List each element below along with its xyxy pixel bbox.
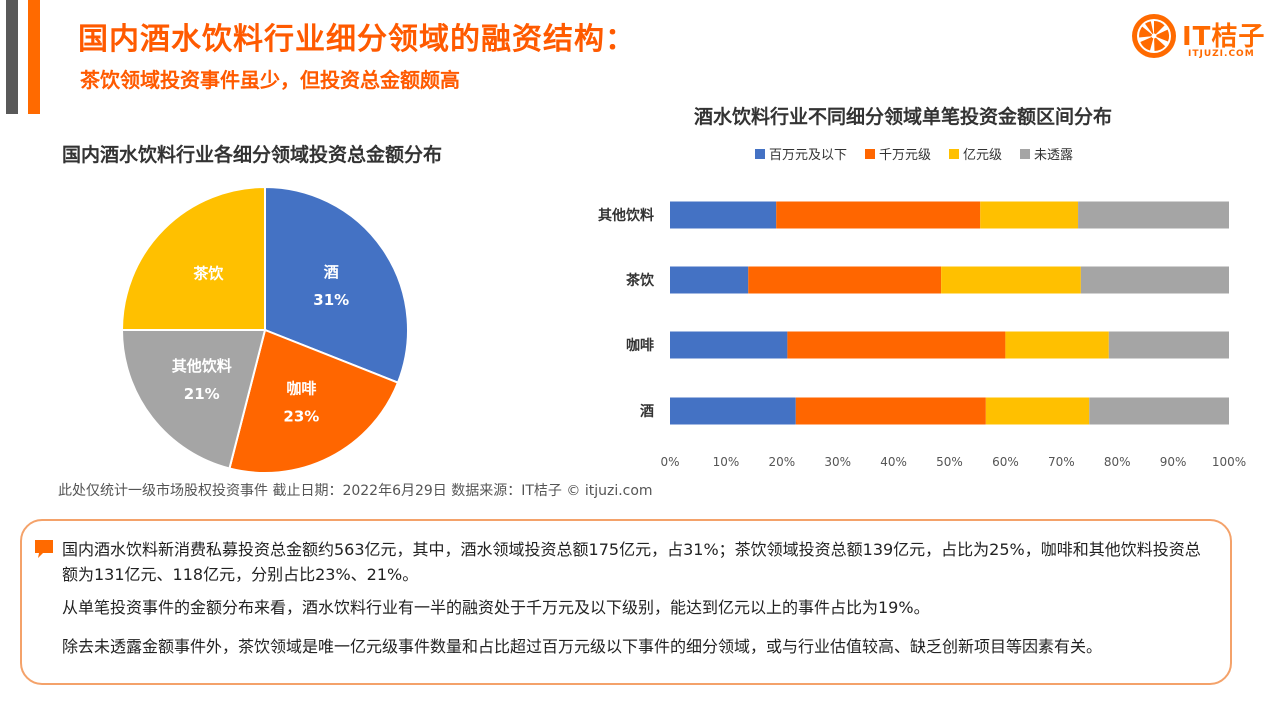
bar-segment bbox=[980, 201, 1079, 229]
page-title: 国内酒水饮料行业细分领域的融资结构： bbox=[78, 22, 636, 57]
legend-label: 未透露 bbox=[1034, 148, 1073, 163]
legend-swatch bbox=[865, 149, 875, 159]
pie-slice-value: 31% bbox=[313, 291, 349, 309]
x-tick-label: 30% bbox=[824, 455, 851, 469]
x-tick-label: 90% bbox=[1160, 455, 1187, 469]
x-tick-label: 50% bbox=[936, 455, 963, 469]
pie-chart-title: 国内酒水饮料行业各细分领域投资总金额分布 bbox=[62, 144, 443, 166]
pie-slice-label: 咖啡 bbox=[286, 379, 316, 397]
brand-logo: IT桔子 ITJUZI.COM bbox=[1130, 12, 1270, 64]
footnote: 此处仅统计一级市场股权投资事件 截止日期：2022年6月29日 数据来源：IT桔… bbox=[58, 483, 653, 499]
x-tick-label: 10% bbox=[713, 455, 740, 469]
pie-slice bbox=[120, 185, 266, 331]
summary-paragraph-2: 从单笔投资事件的金额分布来看，酒水饮料行业有一半的融资处于千万元及以下级别，能达… bbox=[62, 598, 930, 617]
bar-segment bbox=[776, 201, 981, 229]
x-tick-label: 20% bbox=[768, 455, 795, 469]
pie-slice-value: 23% bbox=[283, 407, 319, 425]
x-tick-label: 0% bbox=[660, 455, 679, 469]
bar-segment bbox=[1080, 266, 1229, 294]
x-tick-label: 100% bbox=[1212, 455, 1246, 469]
bar-segment bbox=[670, 331, 788, 359]
bar-segment bbox=[795, 397, 986, 425]
pie-slice bbox=[264, 185, 409, 384]
summary-paragraph-3: 除去未透露金额事件外，茶饮领域是唯一亿元级事件数量和占比超过百万元级以下事件的细… bbox=[62, 637, 1103, 656]
legend-swatch bbox=[755, 149, 765, 159]
category-label: 咖啡 bbox=[626, 337, 654, 354]
bar-segment bbox=[670, 201, 777, 229]
summary-box bbox=[20, 519, 1232, 685]
speech-bubble-icon bbox=[35, 540, 53, 558]
pie-slice-label: 其他饮料 bbox=[172, 357, 232, 375]
category-label: 其他饮料 bbox=[598, 207, 654, 224]
legend-swatch bbox=[949, 149, 959, 159]
logo-name: IT桔子 bbox=[1182, 22, 1266, 52]
bar-segment bbox=[787, 331, 1006, 359]
category-label: 酒 bbox=[640, 404, 654, 420]
summary-paragraph-1: 国内酒水饮料新消费私募投资总金额约563亿元，其中，酒水领域投资总额175亿元，… bbox=[62, 540, 1201, 584]
pie-slice bbox=[228, 328, 400, 474]
x-tick-label: 70% bbox=[1048, 455, 1075, 469]
bar-segment bbox=[748, 266, 942, 294]
bar-segment bbox=[985, 397, 1090, 425]
bar-segment bbox=[1005, 331, 1109, 359]
pie-chart: 酒 31% 咖啡 23% 其他饮料 21% 茶饮 bbox=[120, 185, 409, 474]
pie-slice-label: 酒 bbox=[324, 263, 339, 281]
decor-bar-gray bbox=[6, 0, 18, 114]
pie-slice-label: 茶饮 bbox=[193, 264, 224, 282]
pie-slice bbox=[120, 329, 267, 470]
logo-url: ITJUZI.COM bbox=[1188, 49, 1255, 59]
legend-swatch bbox=[1020, 149, 1030, 159]
bar-segment bbox=[1108, 331, 1229, 359]
x-tick-label: 60% bbox=[992, 455, 1019, 469]
legend-label: 千万元级 bbox=[879, 148, 931, 163]
pie-slice-value: 21% bbox=[184, 385, 220, 403]
legend-label: 百万元及以下 bbox=[769, 148, 847, 163]
bar-segment bbox=[941, 266, 1081, 294]
x-tick-label: 80% bbox=[1104, 455, 1131, 469]
category-label: 茶饮 bbox=[625, 272, 655, 289]
bar-chart-title: 酒水饮料行业不同细分领域单笔投资金额区间分布 bbox=[694, 106, 1113, 128]
orange-slice-icon bbox=[1132, 14, 1176, 58]
bar-segment bbox=[670, 266, 749, 294]
bar-segment bbox=[1089, 397, 1229, 425]
legend-label: 亿元级 bbox=[963, 148, 1002, 163]
decor-bar-orange bbox=[28, 0, 40, 114]
bar-segment bbox=[670, 397, 796, 425]
x-tick-label: 40% bbox=[880, 455, 907, 469]
bar-segment bbox=[1078, 201, 1229, 229]
page-subtitle: 茶饮领域投资事件虽少，但投资总金额颇高 bbox=[80, 68, 460, 92]
